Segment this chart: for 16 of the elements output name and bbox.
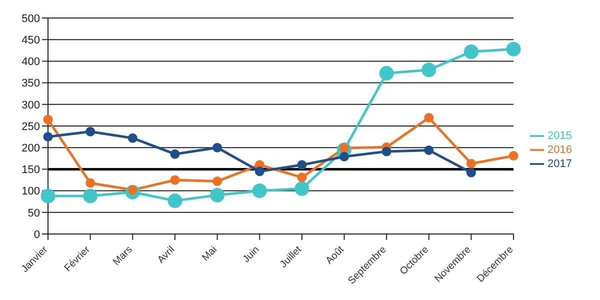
y-tick-label: 300 <box>22 99 40 112</box>
y-tick-label: 400 <box>22 56 40 68</box>
y-tick-label: 500 <box>22 12 40 25</box>
y-tick-label: 450 <box>22 34 40 47</box>
legend-label: 2017 <box>548 158 572 170</box>
x-tick-label: Juin <box>240 244 262 266</box>
legend-label: 2015 <box>548 130 572 142</box>
y-tick-label: 100 <box>22 186 40 198</box>
y-tick-label: 350 <box>22 78 40 90</box>
y-tick-label: 150 <box>22 164 40 176</box>
x-tick-label: Mai <box>200 244 220 264</box>
y-tick-label: 200 <box>22 142 40 155</box>
y-tick-label: 0 <box>34 228 40 241</box>
legend-label: 2016 <box>548 144 572 156</box>
y-tick-label: 50 <box>28 207 40 220</box>
y-tick-label: 250 <box>22 120 40 133</box>
